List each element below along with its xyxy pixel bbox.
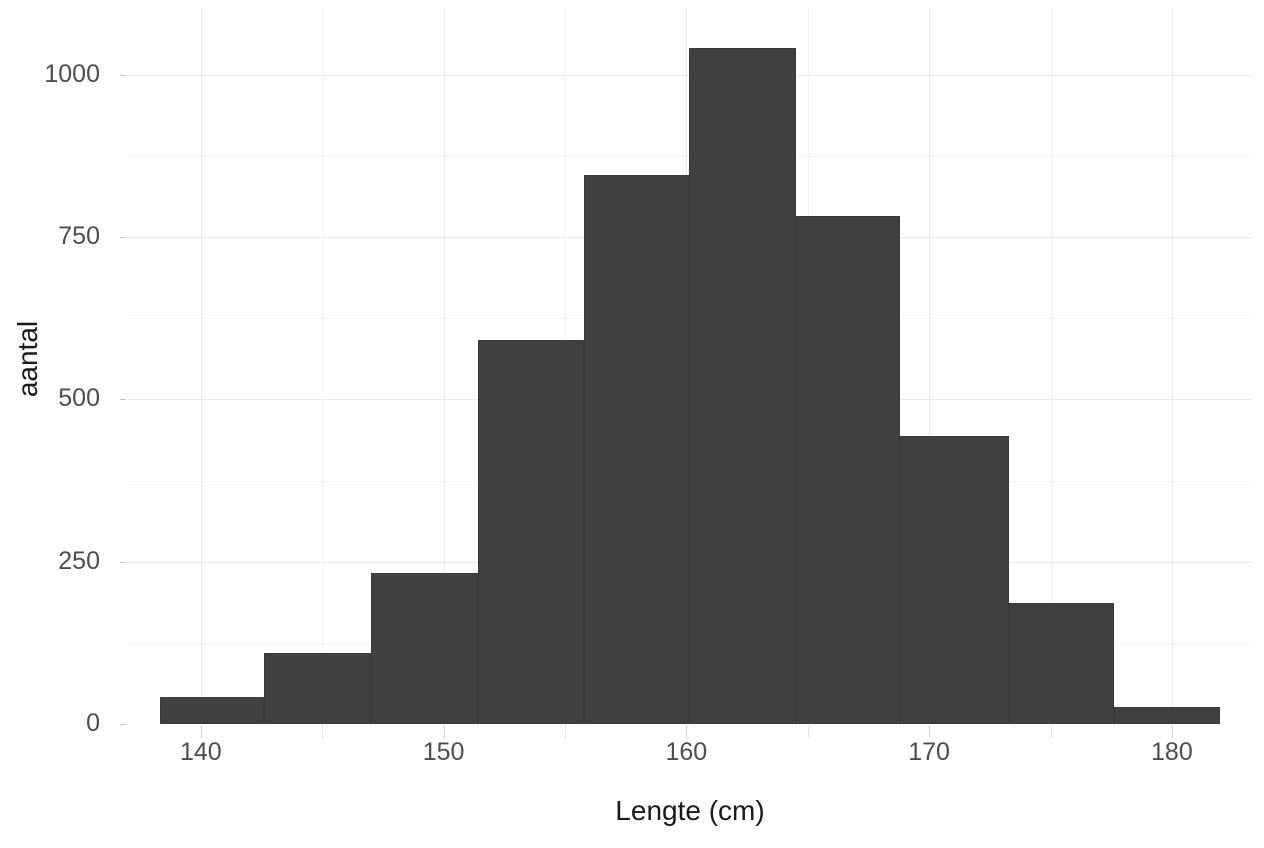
x-axis: 140 150 160 170 180 [128, 726, 1252, 774]
x-axis-title: Lengte (cm) [615, 795, 765, 826]
x-tick-mark [322, 726, 324, 738]
y-tick-label: 500 [58, 384, 100, 413]
y-tick-mark [120, 237, 126, 239]
histogram-bar [795, 215, 900, 724]
x-tick-mark [807, 726, 809, 738]
x-tick-label: 160 [665, 738, 708, 766]
histogram-bar [263, 652, 371, 724]
x-tick-mark [564, 726, 566, 738]
y-tick-label: 250 [58, 546, 100, 575]
y-tick-mark [120, 561, 126, 563]
x-tick-label: 140 [179, 738, 222, 766]
x-tick-mark [686, 726, 688, 738]
x-gridline-major [200, 8, 202, 724]
x-tick-label: 170 [908, 738, 950, 766]
y-axis-title: aantal [12, 320, 43, 398]
histogram-bar [477, 339, 585, 724]
x-gridline-minor [1050, 8, 1052, 724]
x-gridline-major [929, 8, 931, 724]
histogram-bar [899, 435, 1010, 724]
histogram-bar [370, 572, 478, 724]
x-gridline-major [443, 8, 445, 724]
y-tick-label: 0 [86, 709, 100, 737]
y-axis: 0 250 500 750 1000 [0, 8, 126, 736]
y-tick-mark [120, 399, 126, 401]
x-gridline-minor [322, 8, 324, 724]
histogram-bar [1113, 707, 1221, 724]
histogram-bar [584, 174, 689, 724]
x-tick-label: 150 [422, 738, 465, 766]
y-tick-mark [120, 724, 126, 725]
x-tick-mark [929, 726, 931, 738]
plot-panel [128, 8, 1252, 724]
histogram-bar [159, 696, 264, 724]
x-tick-label: 180 [1151, 738, 1193, 766]
histogram-bar [1009, 603, 1114, 724]
x-tick-mark [1050, 726, 1052, 738]
x-tick-mark [443, 726, 445, 738]
x-tick-mark [1171, 726, 1173, 738]
y-tick-mark [120, 74, 126, 76]
histogram-bar [688, 47, 796, 724]
x-tick-mark [200, 726, 202, 738]
x-gridline-major [1171, 8, 1173, 724]
y-tick-label: 750 [58, 222, 100, 251]
y-tick-label: 1000 [44, 59, 100, 88]
